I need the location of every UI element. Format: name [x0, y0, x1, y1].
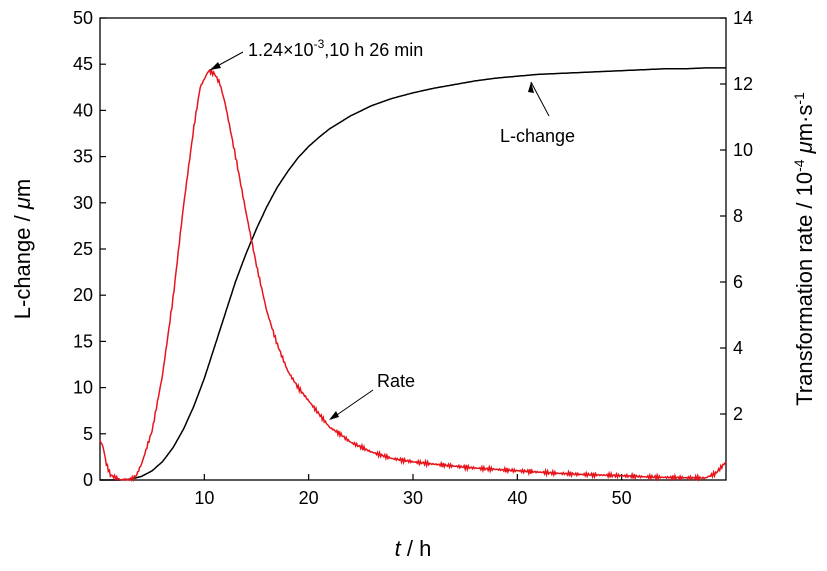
series-line-rate: [99, 67, 727, 483]
right-tick-label: 6: [733, 272, 743, 292]
left-tick-label: 40: [73, 100, 93, 120]
rate-arrowhead: [329, 411, 339, 420]
l-change-annotation: L-change: [500, 81, 575, 146]
rate-annotation: Rate: [329, 371, 415, 420]
x-tick-label: 50: [612, 488, 632, 508]
rate-arrow: [330, 389, 374, 420]
right-tick-label: 2: [733, 404, 743, 424]
left-tick-label: 5: [83, 424, 93, 444]
rate-annotation-text: Rate: [377, 371, 415, 391]
left-axis-ticks: 0 5 10 15 20 25 30 35 40 45 50: [73, 8, 106, 490]
l-change-annotation-text: L-change: [500, 126, 575, 146]
right-tick-label: 4: [733, 338, 743, 358]
x-tick-label: 20: [299, 488, 319, 508]
left-tick-label: 30: [73, 193, 93, 213]
l-change-arrowhead: [528, 82, 534, 93]
l-change-arrow: [530, 81, 550, 117]
right-tick-label: 14: [733, 8, 753, 28]
left-tick-label: 10: [73, 378, 93, 398]
series-line-l-change: [100, 67, 726, 481]
peak-annotation: 1.24×10-3,10 h 26 min: [209, 37, 423, 71]
left-tick-label: 0: [83, 470, 93, 490]
peak-arrowhead: [210, 62, 221, 70]
left-tick-label: 35: [73, 147, 93, 167]
series-layer: [99, 67, 727, 483]
right-axis-ticks: 2 4 6 8 10 12 14: [720, 8, 753, 424]
left-tick-label: 15: [73, 331, 93, 351]
x-tick-label: 10: [194, 488, 214, 508]
right-tick-label: 8: [733, 206, 743, 226]
right-tick-label: 12: [733, 74, 753, 94]
left-tick-label: 50: [73, 8, 93, 28]
right-tick-label: 10: [733, 140, 753, 160]
x-tick-label: 40: [507, 488, 527, 508]
left-tick-label: 25: [73, 239, 93, 259]
left-tick-label: 45: [73, 54, 93, 74]
right-axis-label: Transformation rate / 10-4 μm·s-1: [791, 92, 817, 406]
x-axis-ticks: 10 20 30 40 50: [194, 474, 632, 508]
left-tick-label: 20: [73, 285, 93, 305]
x-axis-label: t / h: [395, 536, 432, 561]
x-tick-label: 30: [403, 488, 423, 508]
plot-frame: [99, 17, 727, 481]
peak-annotation-text: 1.24×10-3,10 h 26 min: [248, 37, 423, 60]
left-axis-label: L-change / μm: [10, 179, 35, 319]
